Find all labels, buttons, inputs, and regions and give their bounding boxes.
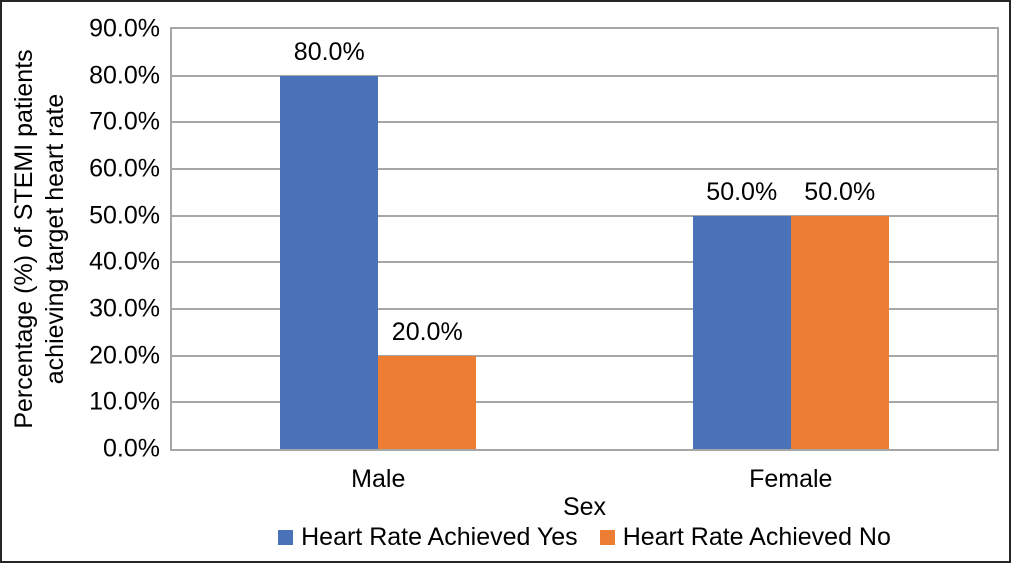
y-tick-70: 70.0%	[89, 107, 160, 136]
bar-female-yes: 50.0%	[692, 179, 791, 449]
y-tick-0: 0.0%	[103, 434, 160, 463]
y-tick-40: 40.0%	[89, 247, 160, 276]
bar-male-no: 20.0%	[378, 319, 477, 449]
y-tick-90: 90.0%	[89, 14, 160, 43]
legend-swatch-no-icon	[599, 529, 615, 545]
legend: Heart Rate Achieved Yes Heart Rate Achie…	[172, 523, 997, 551]
data-label-male-yes: 80.0%	[293, 37, 365, 66]
plot-area: 80.0% 20.0% 50.0% 50.0%	[170, 27, 999, 451]
legend-item-yes: Heart Rate Achieved Yes	[278, 523, 578, 552]
bar-male-yes: 80.0%	[280, 39, 379, 449]
legend-label-no: Heart Rate Achieved No	[622, 522, 891, 551]
gridline-70	[172, 121, 997, 124]
gridline-40	[172, 261, 997, 264]
y-tick-80: 80.0%	[89, 61, 160, 90]
bar-female-no: 50.0%	[790, 179, 889, 449]
data-label-female-yes: 50.0%	[706, 177, 778, 206]
data-label-male-no: 20.0%	[391, 317, 463, 346]
y-tick-20: 20.0%	[89, 341, 160, 370]
bar-group-female: 50.0% 50.0%	[585, 29, 998, 449]
y-tick-30: 30.0%	[89, 294, 160, 323]
gridline-10	[172, 401, 997, 404]
legend-item-no: Heart Rate Achieved No	[599, 522, 891, 552]
x-category-label-female: Female	[749, 465, 833, 493]
legend-swatch-yes-icon	[278, 529, 294, 545]
gridline-60	[172, 167, 997, 170]
x-axis-title: Sex	[562, 493, 607, 521]
y-tick-50: 50.0%	[89, 201, 160, 230]
x-axis-category-labels: Male Female	[172, 465, 997, 494]
gridline-30	[172, 308, 997, 310]
y-tick-10: 10.0%	[89, 387, 160, 416]
gridline-50	[172, 214, 997, 217]
gridline-20	[172, 354, 997, 357]
y-axis-tick-labels: 90.0% 80.0% 70.0% 60.0% 50.0% 40.0% 30.0…	[2, 15, 160, 463]
legend-label-yes: Heart Rate Achieved Yes	[301, 522, 578, 551]
data-label-female-no: 50.0%	[804, 177, 876, 206]
x-category-label-male: Male	[351, 465, 406, 493]
y-tick-60: 60.0%	[89, 154, 160, 183]
bar-group-male: 80.0% 20.0%	[172, 29, 585, 449]
gridline-80	[172, 74, 997, 77]
